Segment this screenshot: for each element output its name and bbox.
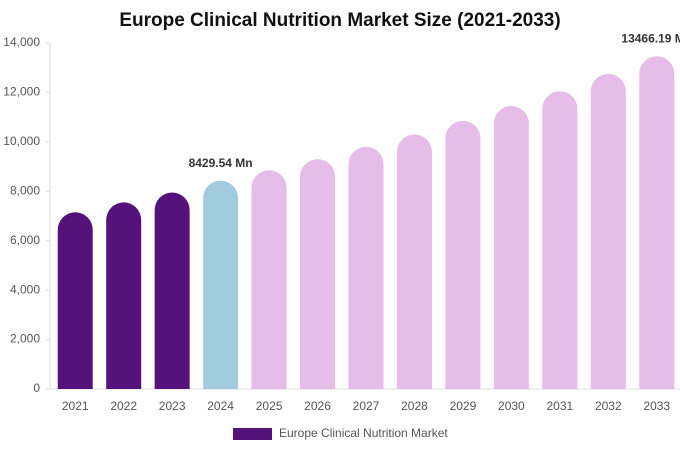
x-tick-label: 2027 — [353, 399, 380, 413]
value-label: 8429.54 Mn — [189, 156, 253, 170]
bar — [542, 91, 578, 389]
bar — [348, 146, 384, 389]
chart-title: Europe Clinical Nutrition Market Size (2… — [119, 10, 560, 31]
legend-label: Europe Clinical Nutrition Market — [279, 426, 448, 440]
x-tick-label: 2033 — [643, 399, 670, 413]
y-tick-label: 6,000 — [10, 233, 40, 247]
y-tick-label: 8,000 — [10, 183, 40, 197]
x-tick-label: 2032 — [595, 399, 622, 413]
bar — [251, 170, 287, 389]
x-tick-label: 2029 — [450, 399, 477, 413]
bar — [590, 73, 626, 390]
value-label: 13466.19 Mn — [621, 31, 680, 45]
x-tick-label: 2031 — [546, 399, 573, 413]
bar — [300, 159, 336, 389]
x-tick-label: 2022 — [110, 399, 137, 413]
bar — [445, 120, 481, 389]
x-tick-label: 2021 — [62, 399, 89, 413]
legend-swatch — [233, 428, 272, 440]
y-tick-label: 2,000 — [10, 332, 40, 346]
x-tick-label: 2026 — [304, 399, 331, 413]
bar — [203, 180, 239, 389]
y-tick-label: 4,000 — [10, 282, 40, 296]
x-tick-label: 2030 — [498, 399, 525, 413]
x-tick-label: 2025 — [256, 399, 283, 413]
x-tick-label: 2028 — [401, 399, 428, 413]
bar — [396, 134, 432, 389]
bar — [639, 56, 675, 389]
bar — [106, 202, 142, 389]
x-tick-label: 2023 — [159, 399, 186, 413]
y-tick-label: 12,000 — [3, 85, 40, 99]
bar — [493, 106, 529, 389]
x-tick-label: 2024 — [207, 399, 234, 413]
bar — [154, 192, 190, 389]
bar — [57, 212, 93, 389]
y-tick-label: 10,000 — [3, 134, 40, 148]
y-tick-label: 0 — [33, 381, 40, 395]
y-tick-label: 14,000 — [3, 35, 40, 49]
